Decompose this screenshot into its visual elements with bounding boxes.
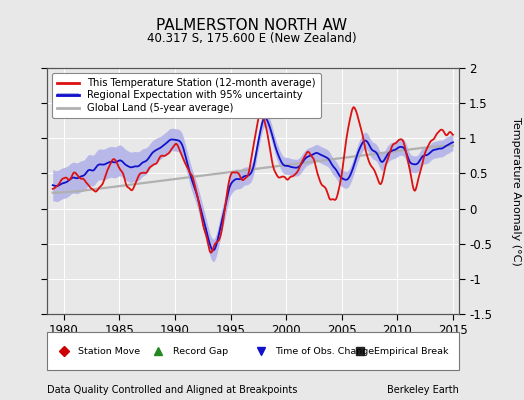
Text: PALMERSTON NORTH AW: PALMERSTON NORTH AW [156, 18, 347, 33]
Text: 40.317 S, 175.600 E (New Zealand): 40.317 S, 175.600 E (New Zealand) [147, 32, 356, 45]
Legend: This Temperature Station (12-month average), Regional Expectation with 95% uncer: This Temperature Station (12-month avera… [52, 73, 321, 118]
Text: Berkeley Earth: Berkeley Earth [387, 385, 458, 395]
Text: Data Quality Controlled and Aligned at Breakpoints: Data Quality Controlled and Aligned at B… [47, 385, 298, 395]
Text: Record Gap: Record Gap [172, 346, 228, 356]
Y-axis label: Temperature Anomaly (°C): Temperature Anomaly (°C) [511, 117, 521, 265]
Text: Station Move: Station Move [78, 346, 140, 356]
Text: Empirical Break: Empirical Break [374, 346, 449, 356]
Text: Time of Obs. Change: Time of Obs. Change [276, 346, 375, 356]
